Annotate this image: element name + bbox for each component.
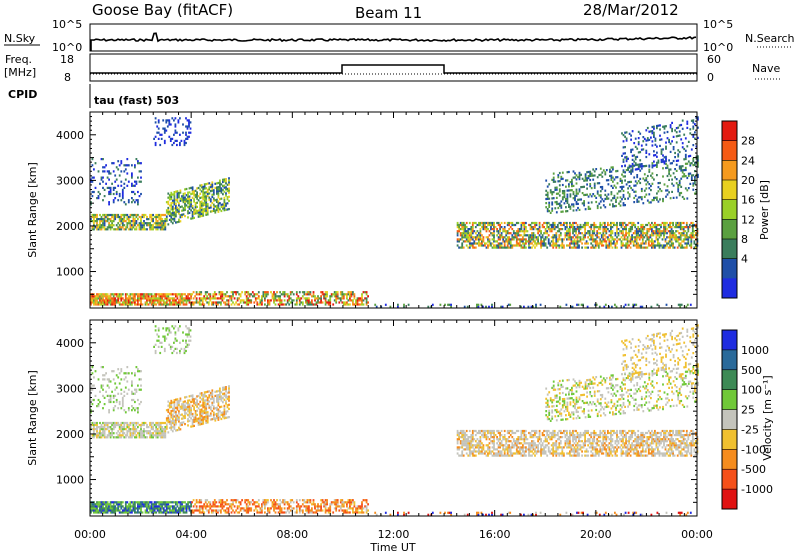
nave-tick-bottom: 0 (707, 71, 714, 84)
nave-label: Nave (752, 62, 780, 75)
nsearch-label: N.Search (745, 32, 795, 45)
colorbar-swatch (722, 199, 737, 220)
x-tick-label: 00:00 (681, 528, 713, 541)
cpid-value: tau (fast) 503 (94, 94, 179, 107)
colorbar-swatch (722, 349, 737, 371)
velocity-heatmap (90, 324, 699, 516)
colorbar-tick-label: 24 (741, 154, 755, 167)
colorbar-tick-label: 16 (741, 194, 755, 207)
colorbar-tick-label: 12 (741, 213, 755, 226)
colorbar-swatch (722, 330, 737, 351)
power-colorbar-label: Power [dB] (758, 180, 771, 240)
nave-tick-top: 60 (707, 53, 721, 66)
y-tick-label: 3000 (56, 174, 84, 187)
colorbar-tick-label: -1000 (741, 483, 773, 496)
colorbar-swatch (722, 369, 737, 391)
power-y-axis-label: Slant Range [km] (26, 162, 39, 258)
colorbar-swatch (722, 278, 737, 299)
x-tick-label: 08:00 (276, 528, 308, 541)
nsky-panel: N.Sky 10^5 10^0 10^5 10^0 N.Search (4, 18, 795, 54)
colorbar-swatch (722, 258, 737, 279)
y-tick-label: 3000 (56, 382, 84, 395)
y-tick-label: 4000 (56, 129, 84, 142)
colorbar-tick-label: 4 (741, 253, 748, 266)
nsky-label: N.Sky (4, 32, 36, 45)
freq-unit-label: [MHz] (4, 66, 36, 79)
nsky-tick-bottom: 10^0 (52, 41, 82, 54)
freq-panel: Freq. [MHz] 18 8 60 0 Nave (4, 53, 780, 84)
colorbar-swatch (722, 239, 737, 260)
colorbar-swatch (722, 449, 737, 470)
colorbar-swatch (722, 219, 737, 240)
y-tick-label: 2000 (56, 220, 84, 233)
date-title: 28/Mar/2012 (583, 1, 679, 19)
x-axis-label: Time UT (369, 541, 415, 554)
y-tick-label: 4000 (56, 337, 84, 350)
nsky-tick-top: 10^5 (52, 18, 82, 31)
colorbar-tick-label: 500 (741, 364, 762, 377)
x-tick-label: 16:00 (479, 528, 511, 541)
freq-tick-bottom: 8 (64, 71, 71, 84)
y-tick-label: 2000 (56, 428, 84, 441)
x-tick-label: 12:00 (378, 528, 410, 541)
freq-line (90, 64, 697, 74)
colorbar-swatch (722, 140, 737, 161)
velocity-colorbar-label: Velocity [m s⁻¹] (761, 375, 774, 460)
colorbar-swatch (722, 389, 737, 410)
velocity-panel: 1000 2000 3000 4000 00:00 04:00 08:00 12:00 16:0… (26, 319, 774, 541)
colorbar-tick-label: -100 (741, 443, 766, 456)
colorbar-swatch (722, 160, 737, 181)
colorbar-swatch (722, 409, 737, 430)
colorbar-swatch (722, 180, 737, 201)
cpid-label: CPID (8, 88, 37, 101)
y-tick-label: 1000 (56, 266, 84, 279)
cpid-panel: CPID tau (fast) 503 (8, 84, 179, 108)
x-tick-label: 00:00 (74, 528, 106, 541)
power-colorbar: 28 24 20 16 12 8 4 (721, 120, 755, 299)
colorbar-swatch (722, 489, 737, 510)
freq-tick-top: 18 (60, 53, 74, 66)
colorbar-tick-label: -25 (741, 423, 759, 436)
power-heatmap (90, 116, 699, 308)
x-tick-label: 20:00 (580, 528, 612, 541)
nsearch-tick-top: 10^5 (703, 18, 733, 31)
x-tick-label: 04:00 (175, 528, 207, 541)
station-title: Goose Bay (fitACF) (92, 1, 233, 19)
colorbar-tick-label: -500 (741, 463, 766, 476)
beam-title: Beam 11 (355, 4, 422, 22)
nsky-line (90, 32, 697, 51)
colorbar-tick-label: 20 (741, 174, 755, 187)
velocity-colorbar: 1000 500 100 25 -25 -100 -500 -1000 (721, 329, 773, 510)
freq-label: Freq. (5, 53, 32, 66)
colorbar-tick-label: 25 (741, 404, 755, 417)
y-tick-label: 1000 (56, 474, 84, 487)
colorbar-tick-label: 100 (741, 384, 762, 397)
nsearch-tick-bottom: 10^0 (703, 41, 733, 54)
colorbar-tick-label: 28 (741, 135, 755, 148)
power-panel: 1000 2000 3000 4000 Slant Range [km] 28 24 20… (26, 111, 771, 309)
velocity-y-axis-label: Slant Range [km] (26, 370, 39, 466)
colorbar-tick-label: 1000 (741, 344, 769, 357)
colorbar-swatch (722, 121, 737, 142)
colorbar-swatch (722, 429, 737, 450)
colorbar-swatch (722, 469, 737, 490)
colorbar-tick-label: 8 (741, 233, 748, 246)
